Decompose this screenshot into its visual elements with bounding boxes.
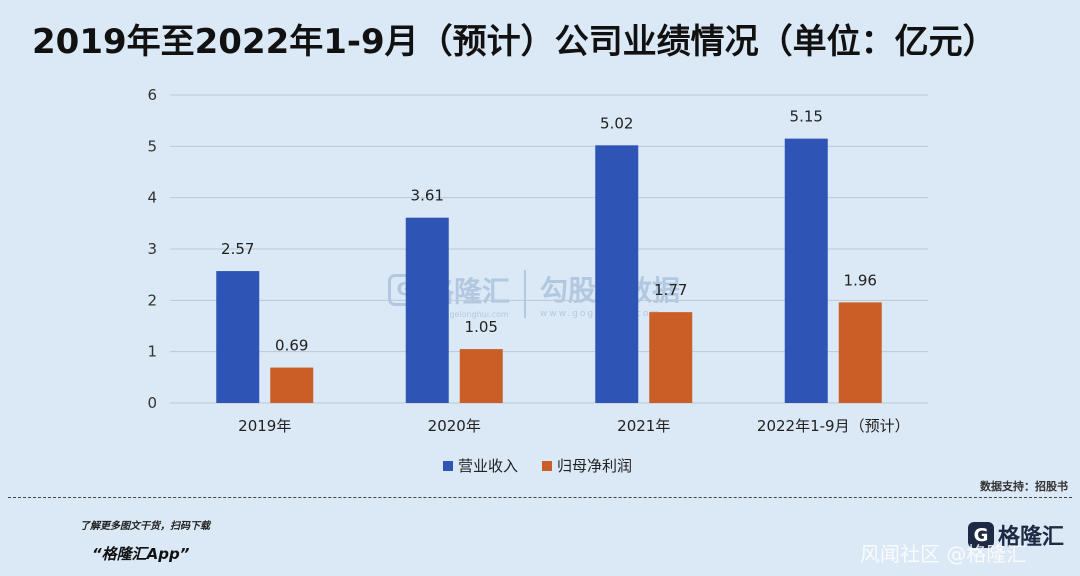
x-tick-label: 2021年 [617,417,670,435]
data-label: 1.96 [844,271,877,289]
data-label: 0.69 [275,337,308,355]
chart-title: 2019年至2022年1-9月（预计）公司业绩情况（单位：亿元） [32,22,997,62]
y-tick-label: 3 [147,240,157,258]
bar-chart: 0 1 2 3 4 5 6 2.57 0.69 2019年 3.61 1.05 2020年 5.02 1.7… [147,86,928,475]
data-label: 1.77 [654,281,687,299]
x-tick-label: 2022年1-9月（预计） [757,417,910,435]
bar-revenue [595,145,639,403]
bar-profit [838,302,882,403]
y-tick-label: 4 [147,189,157,207]
data-label: 1.05 [465,318,498,336]
community-watermark: 风闻社区 @格隆汇 [860,542,1027,566]
y-tick-label: 5 [147,137,157,155]
x-tick-label: 2020年 [428,417,481,435]
promo-app-name: “格隆汇App” [92,545,190,563]
bar-profit [649,312,693,403]
bar-revenue [216,271,260,403]
data-label: 5.02 [600,114,633,132]
watermark-separator [524,270,527,318]
y-tick-label: 2 [147,291,157,309]
data-label: 3.61 [411,187,444,205]
data-source: 数据支持：招股书 [980,480,1068,493]
bar-revenue [405,217,449,403]
y-tick-label: 6 [147,86,157,104]
bar-profit [459,349,503,403]
brand-logo-icon: G [968,522,994,548]
promo-text: 了解更多图文干货，扫码下载 [80,521,210,532]
brand-logo: G 格隆汇 [968,520,1064,550]
y-tick-label: 1 [147,343,157,361]
legend-label: 营业收入 [458,457,518,475]
bar-profit [270,367,314,403]
x-tick-label: 2019年 [238,417,291,435]
legend-swatch [542,461,552,471]
footer-divider [8,497,1072,498]
legend-label: 归母净利润 [557,457,632,475]
brand-logo-text: 格隆汇 [998,525,1065,550]
legend-swatch [443,461,453,471]
y-tick-label: 0 [147,394,157,412]
watermark-url: www.gelonghui.com [428,309,509,319]
data-label: 5.15 [790,108,823,126]
data-label: 2.57 [221,240,254,258]
bar-revenue [784,138,828,403]
